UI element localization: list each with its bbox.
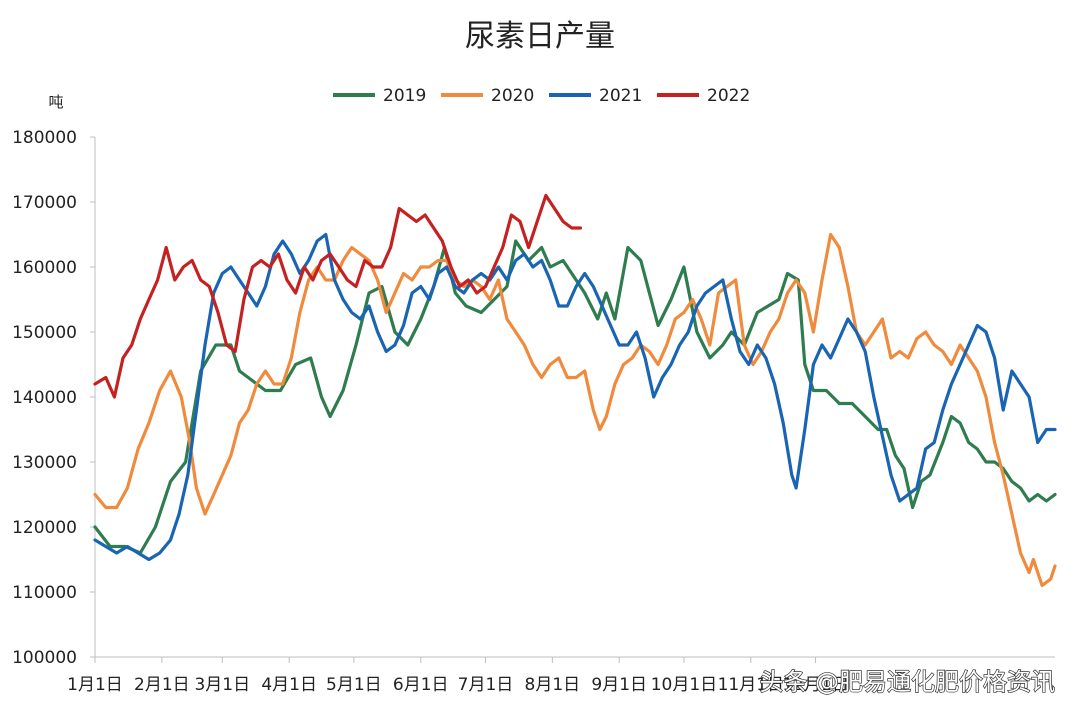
legend: 2019 2020 2021 2022 <box>333 86 750 106</box>
x-tick-label: 9月1日 <box>591 675 647 695</box>
series-line-2022 <box>93 193 582 399</box>
x-tick-label: 3月1日 <box>194 675 250 695</box>
legend-label-2019: 2019 <box>383 86 426 106</box>
x-tick-label: 6月1日 <box>393 675 449 695</box>
x-tick-label: 4月1日 <box>261 675 317 695</box>
watermark-text: 头条 @肥易通化肥价格资讯 <box>759 668 1055 696</box>
x-tick-label: 2月1日 <box>134 675 190 695</box>
series-line-2021 <box>93 232 1057 562</box>
y-axis-unit: 吨 <box>48 93 63 111</box>
series-line-2019 <box>93 239 1057 555</box>
x-tick-label: 10月1日 <box>651 675 717 695</box>
y-tick-label: 120000 <box>12 518 77 538</box>
y-tick-label: 150000 <box>12 323 77 343</box>
legend-label-2020: 2020 <box>491 86 534 106</box>
legend-label-2021: 2021 <box>599 86 642 106</box>
series-line-2020 <box>93 232 1057 588</box>
x-tick-label: 1月1日 <box>67 675 123 695</box>
x-tick-label: 8月1日 <box>525 675 581 695</box>
chart-title: 尿素日产量 <box>465 19 615 54</box>
y-tick-label: 130000 <box>12 453 77 473</box>
y-tick-label: 180000 <box>12 128 77 148</box>
x-tick-label: 12月1日 <box>782 675 848 695</box>
y-tick-label: 100000 <box>12 648 77 668</box>
series-group <box>93 193 1057 588</box>
axes: 100000 110000 120000 130000 140000 150000 1600… <box>12 128 1055 695</box>
x-tick-label: 5月1日 <box>326 675 382 695</box>
y-tick-label: 160000 <box>12 258 77 278</box>
y-tick-label: 110000 <box>12 583 77 603</box>
y-tick-label: 140000 <box>12 388 77 408</box>
x-tick-label: 11月1日 <box>718 675 784 695</box>
legend-label-2022: 2022 <box>707 86 750 106</box>
y-tick-label: 170000 <box>12 193 77 213</box>
x-tick-label: 7月1日 <box>458 675 514 695</box>
